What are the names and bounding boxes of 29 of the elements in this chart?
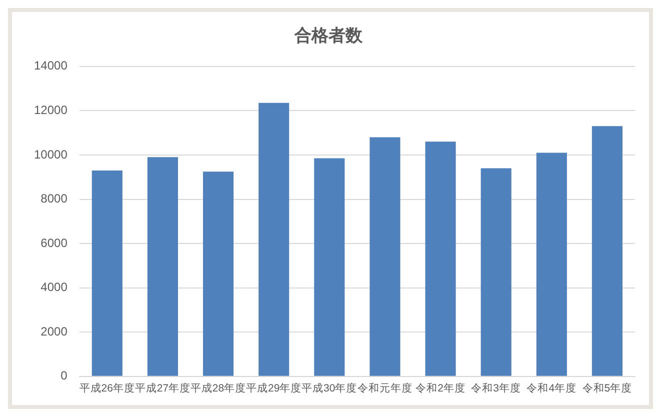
x-tick-label: 平成30年度 bbox=[302, 382, 358, 395]
x-tick-label: 平成29年度 bbox=[246, 382, 302, 395]
y-tick-label: 12000 bbox=[34, 103, 68, 117]
y-tick-label: 8000 bbox=[40, 192, 68, 206]
x-tick-label: 令和2年度 bbox=[416, 382, 466, 395]
bar bbox=[536, 152, 567, 376]
y-tick-label: 10000 bbox=[34, 147, 68, 162]
bar bbox=[92, 170, 122, 376]
y-tick-label: 6000 bbox=[40, 236, 68, 250]
x-tick-label: 令和3年度 bbox=[471, 382, 522, 395]
bar bbox=[314, 158, 345, 376]
x-tick-label: 平成28年度 bbox=[190, 382, 246, 395]
y-tick-label: 2000 bbox=[40, 324, 68, 338]
bar bbox=[147, 157, 178, 376]
y-tick-label: 0 bbox=[60, 368, 68, 383]
x-tick-label: 平成26年度 bbox=[79, 382, 135, 395]
bar bbox=[202, 172, 234, 376]
bar bbox=[370, 137, 400, 376]
x-tick-label: 令和5年度 bbox=[582, 382, 632, 395]
bar bbox=[480, 168, 512, 376]
x-tick-label: 平成27年度 bbox=[134, 382, 191, 395]
chart-title: 合格者数 bbox=[294, 26, 364, 45]
y-tick-label: 14000 bbox=[34, 58, 68, 73]
bar bbox=[592, 126, 622, 376]
bar bbox=[258, 102, 290, 376]
y-tick-label: 4000 bbox=[40, 280, 68, 294]
bar bbox=[425, 142, 456, 376]
x-tick-label: 令和元年度 bbox=[357, 382, 412, 395]
x-tick-label: 令和4年度 bbox=[526, 382, 577, 395]
